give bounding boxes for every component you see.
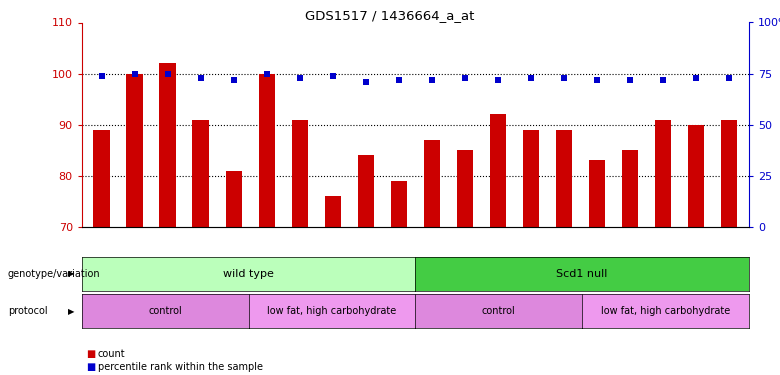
Text: protocol: protocol — [8, 306, 48, 316]
Text: ▶: ▶ — [68, 307, 74, 316]
Text: control: control — [482, 306, 516, 316]
Bar — [622, 150, 638, 227]
Bar — [357, 155, 374, 227]
Bar — [258, 74, 275, 227]
Bar — [225, 171, 242, 227]
Bar — [721, 120, 737, 227]
Text: wild type: wild type — [223, 269, 274, 279]
Point — [723, 75, 736, 81]
Text: genotype/variation: genotype/variation — [8, 269, 101, 279]
Bar — [391, 181, 407, 227]
Point — [327, 73, 339, 79]
Point — [360, 79, 372, 85]
Point — [129, 70, 141, 76]
Point — [228, 77, 240, 83]
Bar — [193, 120, 209, 227]
Bar — [555, 130, 573, 227]
Point — [690, 75, 702, 81]
Point — [95, 73, 108, 79]
Point — [657, 77, 669, 83]
Bar — [589, 160, 605, 227]
Point — [459, 75, 471, 81]
Point — [194, 75, 207, 81]
Text: control: control — [148, 306, 183, 316]
Bar — [159, 63, 176, 227]
Bar — [456, 150, 473, 227]
Point — [525, 75, 537, 81]
Point — [161, 70, 174, 76]
Point — [293, 75, 306, 81]
Point — [392, 77, 405, 83]
Point — [624, 77, 636, 83]
Bar — [654, 120, 672, 227]
Bar — [523, 130, 539, 227]
Bar — [324, 196, 341, 227]
Point — [261, 70, 273, 76]
Text: percentile rank within the sample: percentile rank within the sample — [98, 362, 263, 372]
Bar — [292, 120, 308, 227]
Bar — [688, 124, 704, 227]
Point — [558, 75, 570, 81]
Text: ■: ■ — [86, 362, 95, 372]
Text: ■: ■ — [86, 350, 95, 359]
Text: Scd1 null: Scd1 null — [556, 269, 608, 279]
Text: GDS1517 / 1436664_a_at: GDS1517 / 1436664_a_at — [305, 9, 475, 22]
Text: ▶: ▶ — [68, 269, 74, 278]
Bar — [490, 114, 506, 227]
Text: low fat, high carbohydrate: low fat, high carbohydrate — [601, 306, 730, 316]
Point — [491, 77, 504, 83]
Point — [426, 77, 438, 83]
Point — [590, 77, 603, 83]
Text: count: count — [98, 350, 125, 359]
Bar — [94, 130, 110, 227]
Bar — [424, 140, 440, 227]
Text: low fat, high carbohydrate: low fat, high carbohydrate — [268, 306, 396, 316]
Bar — [126, 74, 143, 227]
